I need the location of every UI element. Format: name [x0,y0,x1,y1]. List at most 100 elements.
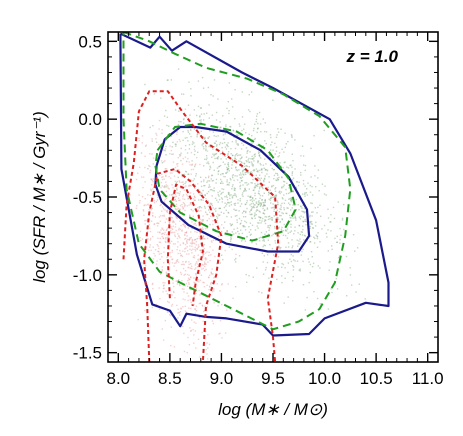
green-scatter-point [280,191,283,193]
green-scatter-point [237,144,239,146]
green-scatter-point [222,191,224,194]
green-scatter-point [323,224,326,227]
red-scatter-point [183,350,186,353]
green-scatter-point [300,205,302,207]
green-scatter-point [221,142,224,145]
ticks-layer: 8.0 8.5 9.0 9.5 10.0 10.5 11.00.50.0-0.5-1.0-1… [73,32,444,388]
green-scatter-point [252,170,254,172]
red-scatter-point [206,358,209,360]
green-scatter-point [254,212,256,214]
green-scatter-point [265,216,268,218]
green-scatter-point [201,144,203,146]
green-scatter-point [273,195,276,197]
green-scatter-point [217,173,219,175]
red-scatter-point [177,207,179,209]
red-scatter-point [152,178,154,180]
green-scatter-point [244,226,246,228]
green-scatter-point [178,110,180,112]
green-scatter-point [234,157,236,159]
red-scatter-point [158,251,160,253]
red-scatter-point [209,211,211,213]
y-tick-label: -1.0 [73,266,102,285]
green-scatter-point [229,197,231,200]
red-scatter-point [177,308,179,310]
red-scatter-point [201,263,204,266]
red-scatter-point [156,222,158,225]
green-scatter-point [226,181,228,183]
red-scatter-point [181,181,183,183]
green-scatter-point [245,273,247,276]
green-scatter-point [228,202,231,204]
green-scatter-point [230,237,232,240]
green-scatter-point [240,229,242,231]
red-scatter-point [188,185,190,187]
green-scatter-point [273,168,275,171]
green-scatter-point [292,204,294,206]
green-scatter-point [265,231,268,233]
red-scatter-point [159,258,161,260]
green-scatter-point [259,219,261,222]
red-scatter-point [195,241,198,243]
red-scatter-point [142,209,145,211]
green-scatter-point [185,170,187,173]
red-scatter-point [179,191,181,193]
green-scatter-point [227,183,229,186]
y-tick-label: -0.5 [73,188,102,207]
green-scatter-point [214,157,216,160]
green-scatter-point [254,123,256,125]
red-scatter-point [210,215,212,217]
green-scatter-point [236,169,239,172]
green-scatter-point [238,217,241,220]
green-scatter-point [220,178,222,181]
green-scatter-point [231,158,234,161]
red-scatter-point [191,319,193,321]
green-scatter-point [224,133,226,135]
green-scatter-point [274,225,276,228]
red-scatter-point [193,195,196,197]
red-scatter-point [183,224,185,226]
green-scatter-point [230,153,232,155]
green-scatter-point [226,215,228,218]
red-scatter-point [149,165,151,168]
green-scatter-point [285,143,287,145]
green-scatter-point [251,135,253,137]
red-scatter-point [182,306,184,308]
red-scatter-point [186,253,188,255]
green-scatter-point [239,176,242,179]
red-scatter-point [199,192,202,194]
green-scatter-point [255,198,257,200]
green-scatter-point [257,160,259,162]
green-scatter-point [281,176,283,179]
green-scatter-point [185,171,188,173]
red-scatter-point [165,241,167,244]
red-scatter-point [159,232,161,234]
green-scatter-point [300,155,302,157]
red-scatter-point [138,139,141,142]
green-scatter-point [226,199,229,201]
green-scatter-point [281,281,283,284]
red-scatter-point [162,208,165,210]
green-scatter-point [182,93,185,95]
green-scatter-point [278,246,281,249]
green-scatter-point [219,153,222,155]
red-scatter-point [203,269,206,272]
green-scatter-point [209,186,211,188]
green-scatter-point [246,281,248,283]
green-scatter-point [286,182,288,184]
green-scatter-point [244,173,247,176]
green-scatter-point [203,179,205,181]
red-scatter-point [186,205,188,207]
red-scatter-point [147,203,149,205]
red-scatter-point [171,184,173,186]
red-scatter-point [172,279,174,281]
red-scatter-point [165,175,167,178]
green-scatter-point [194,199,196,201]
red-scatter-point [158,143,160,146]
red-scatter-point [197,338,200,340]
green-scatter-point [285,230,288,232]
red-scatter-point [149,230,152,233]
green-scatter-point [212,95,214,97]
green-scatter-point [263,202,265,204]
green-scatter-point [266,173,268,175]
red-scatter-point [157,245,159,247]
